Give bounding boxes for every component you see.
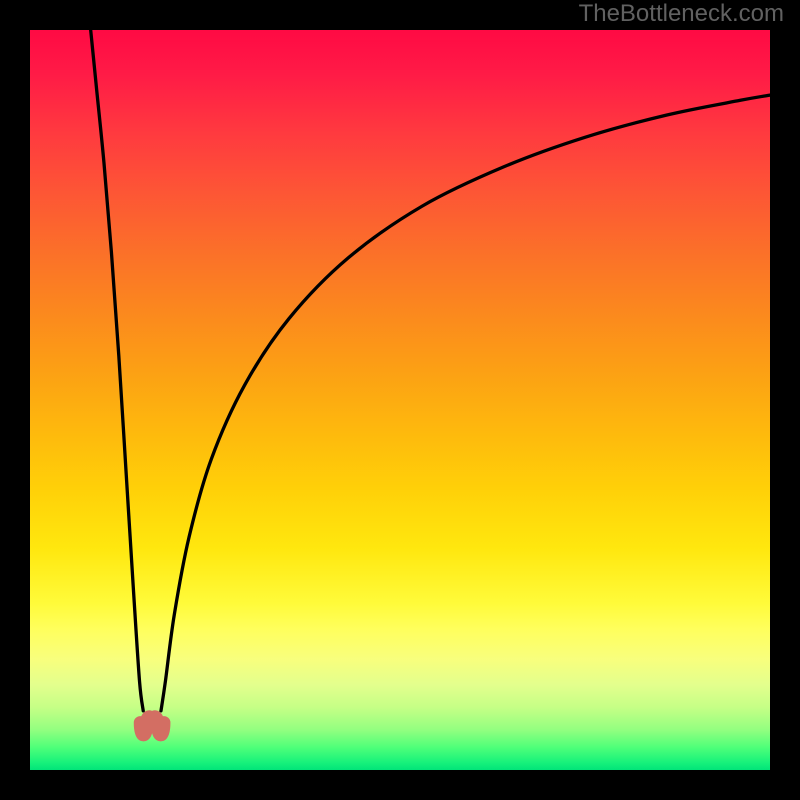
chart-svg <box>0 0 800 800</box>
notch-highlight <box>140 717 164 735</box>
chart-container: TheBottleneck.com <box>0 0 800 800</box>
gradient-background <box>30 30 770 770</box>
